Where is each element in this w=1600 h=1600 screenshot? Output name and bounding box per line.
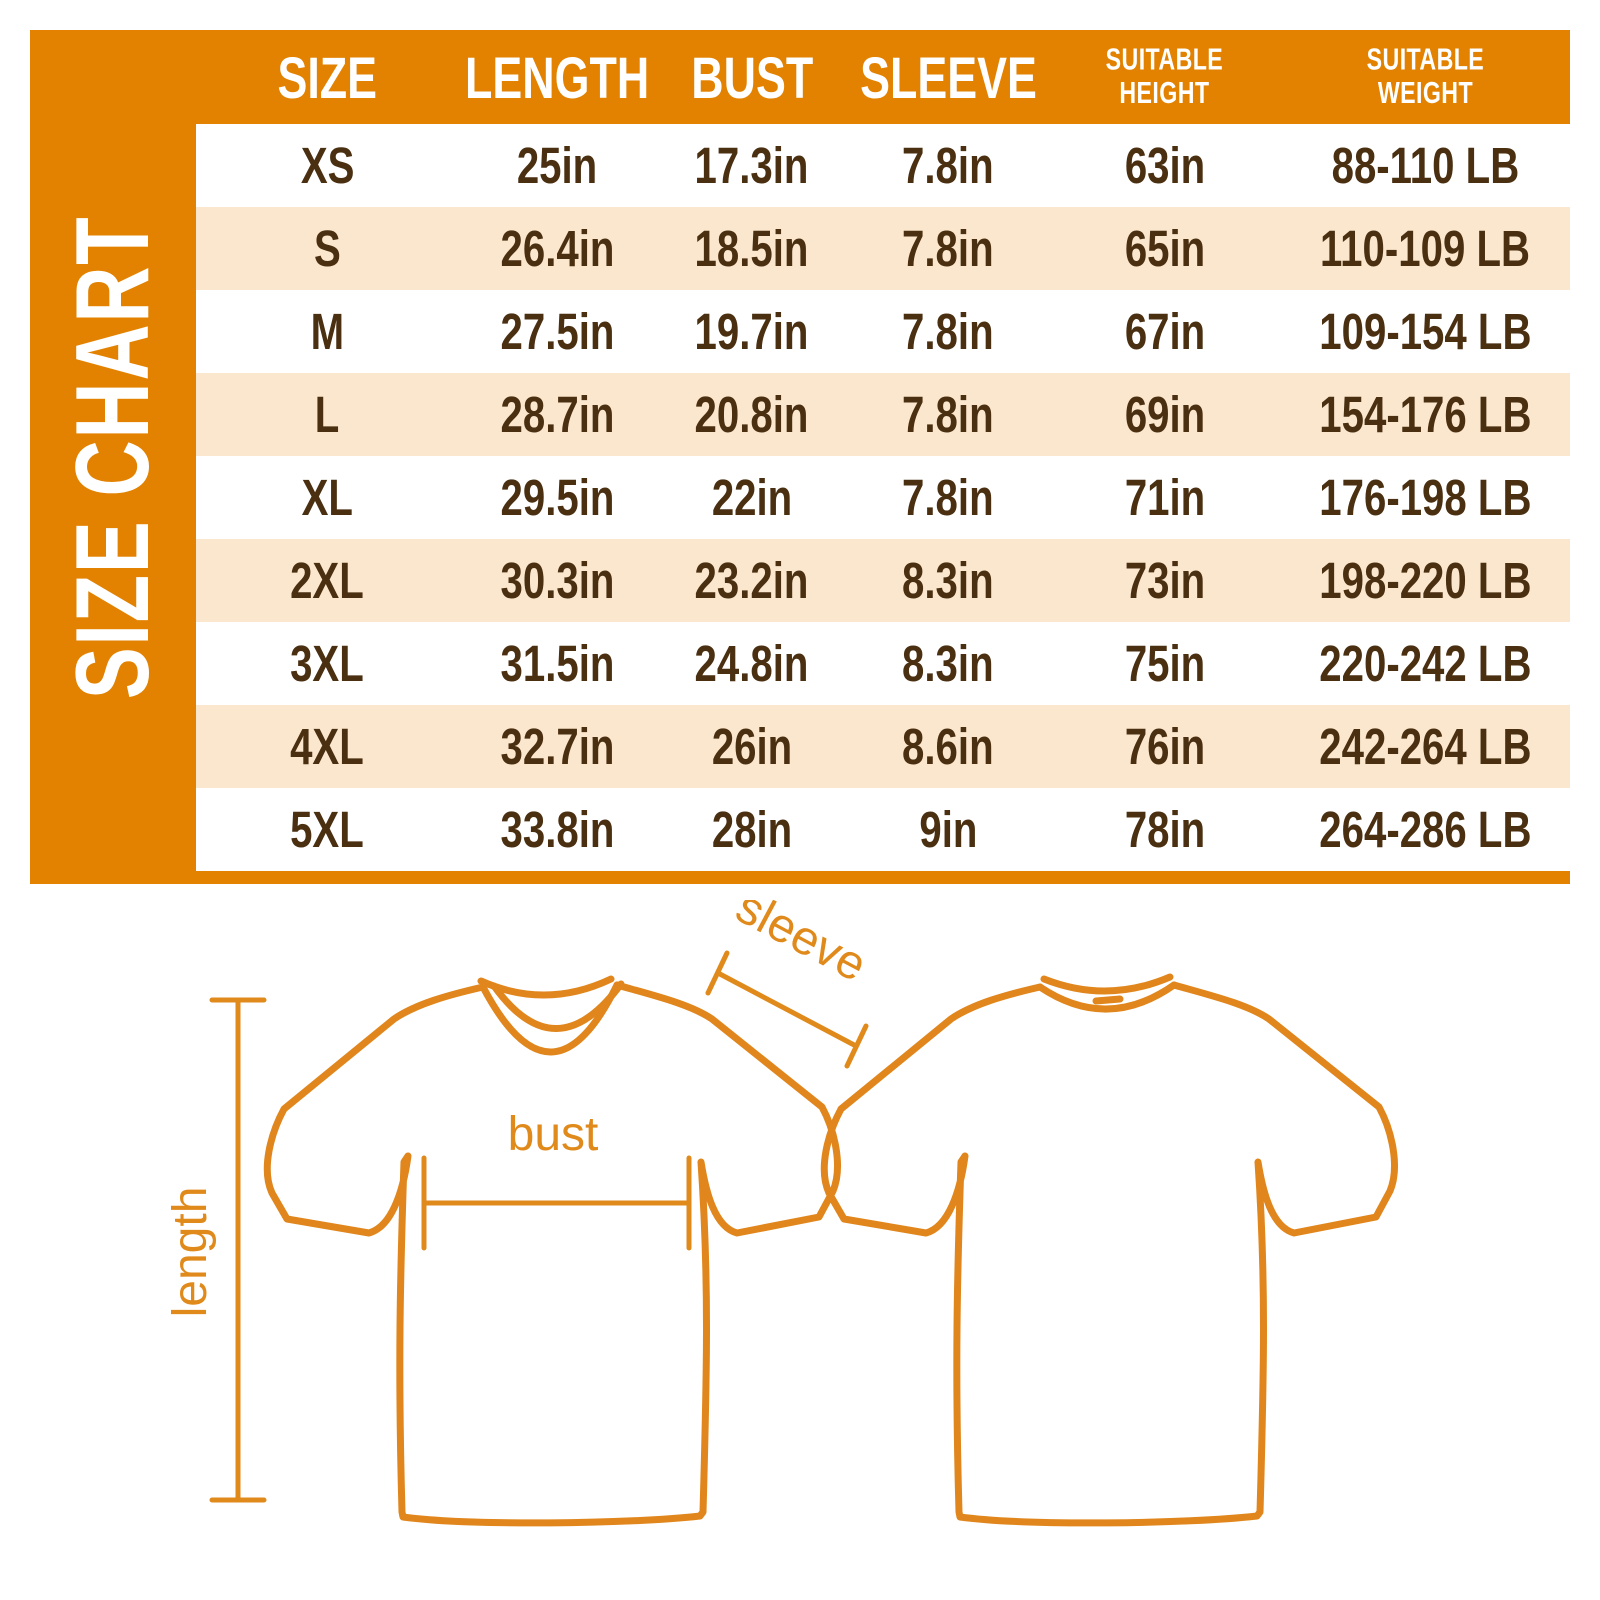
table-row: M 27.5in 19.7in 7.8in 67in 109-154 LB: [196, 290, 1570, 373]
column-header-suitable-weight: SUITABLE WEIGHT: [1366, 42, 1484, 111]
tshirt-measurement-diagram: length bust sleeve: [164, 900, 1398, 1527]
tshirt-back-tag: [1092, 995, 1124, 1005]
column-header-size: SIZE: [277, 43, 377, 111]
table-row: 2XL 30.3in 23.2in 8.3in 73in 198-220 LB: [196, 539, 1570, 622]
table-row: 4XL 32.7in 26in 8.6in 76in 242-264 LB: [196, 705, 1570, 788]
column-header-length: LENGTH: [465, 43, 650, 111]
table-row: L 28.7in 20.8in 7.8in 69in 154-176 LB: [196, 373, 1570, 456]
sleeve-label: sleeve: [728, 900, 875, 992]
table-header-row: SIZE LENGTH BUST SLEEVE SUITABLE HEIGHT …: [196, 30, 1570, 124]
column-header-bust: BUST: [690, 43, 813, 111]
table-row: S 26.4in 18.5in 7.8in 65in 110-109 LB: [196, 207, 1570, 290]
column-header-sleeve: SLEEVE: [859, 43, 1037, 111]
table-row: 3XL 31.5in 24.8in 8.3in 75in 220-242 LB: [196, 622, 1570, 705]
length-label: length: [164, 1187, 217, 1318]
size-table: SIZE LENGTH BUST SLEEVE SUITABLE HEIGHT …: [196, 30, 1570, 884]
length-measure-line: [209, 997, 267, 1503]
page-title: SIZE CHART: [54, 215, 171, 699]
table-row: XS 25in 17.3in 7.8in 63in 88-110 LB: [196, 124, 1570, 207]
tshirt-front-outline: [263, 975, 841, 1527]
sleeve-measure-line: [705, 950, 869, 1069]
bust-measure-line: [421, 1155, 692, 1251]
bust-label: bust: [508, 1108, 599, 1161]
size-chart-panel: SIZE CHART SIZE LENGTH BUST SLEEVE SUITA…: [30, 30, 1570, 884]
table-body: XS 25in 17.3in 7.8in 63in 88-110 LB S 26.4in 18…: [196, 124, 1570, 871]
tshirt-back-outline: [820, 973, 1398, 1527]
table-row: XL 29.5in 22in 7.8in 71in 176-198 LB: [196, 456, 1570, 539]
column-header-suitable-height: SUITABLE HEIGHT: [1105, 42, 1224, 111]
title-sidebar: SIZE CHART: [30, 30, 196, 884]
tshirt-front-collar: [479, 981, 621, 1056]
table-row: 5XL 33.8in 28in 9in 78in 264-286 LB: [196, 788, 1570, 871]
tshirt-back-neckline: [1036, 981, 1178, 1013]
